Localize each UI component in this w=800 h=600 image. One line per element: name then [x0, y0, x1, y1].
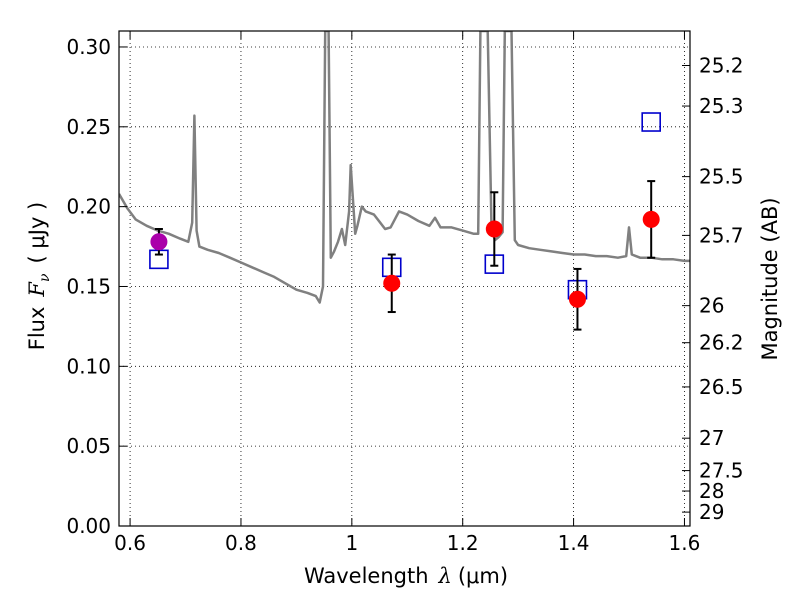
right-tick-label: 25.7	[699, 223, 744, 247]
ticks	[119, 31, 690, 527]
x-tick-label: 1.2	[447, 531, 479, 555]
tick-labels: 0.6 0.8 1 1.2 1.4 1.6 0.00 0.05 0.10 0.15 0.20 0.25…	[66, 35, 743, 555]
plot-frame	[118, 30, 691, 527]
y-tick-label: 0.20	[66, 195, 111, 219]
y-tick-label: 0.25	[66, 115, 111, 139]
observed-point	[383, 274, 401, 292]
observed-point	[485, 220, 503, 238]
x-tick-label: 0.6	[114, 531, 146, 555]
right-tick-label: 27.5	[699, 459, 744, 483]
plot-area	[119, 31, 690, 304]
right-tick-label: 29	[699, 500, 724, 524]
x-tick-label: 1	[345, 531, 358, 555]
y-tick-label: 0.10	[66, 354, 111, 378]
x-tick-label: 1.4	[558, 531, 590, 555]
y-tick-label: 0.00	[66, 514, 111, 538]
x-tick-label: 0.8	[225, 531, 257, 555]
right-tick-label: 26.5	[699, 375, 744, 399]
right-tick-label: 26	[699, 294, 724, 318]
right-tick-label: 28	[699, 479, 724, 503]
right-tick-label: 25.2	[699, 53, 744, 77]
series-layer	[119, 31, 690, 331]
right-tick-label: 26.2	[699, 331, 744, 355]
spectrum-line	[119, 31, 690, 304]
right-tick-label: 27	[699, 426, 724, 450]
x-tick-label: 1.6	[669, 531, 701, 555]
grid	[119, 31, 690, 527]
right-axis-label: Magnitude (AB)	[758, 197, 782, 360]
y-tick-label: 0.30	[66, 35, 111, 59]
observed-point	[568, 290, 586, 308]
y-axis-label: FluxFν( μJy )	[25, 202, 53, 350]
right-tick-label: 25.5	[699, 165, 744, 189]
y-tick-label: 0.05	[66, 434, 111, 458]
model-square	[641, 112, 661, 132]
right-tick-label: 25.3	[699, 94, 744, 118]
y-tick-label: 0.15	[66, 274, 111, 298]
x-axis-label: Wavelength λ (μm)	[304, 564, 508, 588]
observed-point	[150, 233, 168, 251]
observed-point	[642, 210, 660, 228]
